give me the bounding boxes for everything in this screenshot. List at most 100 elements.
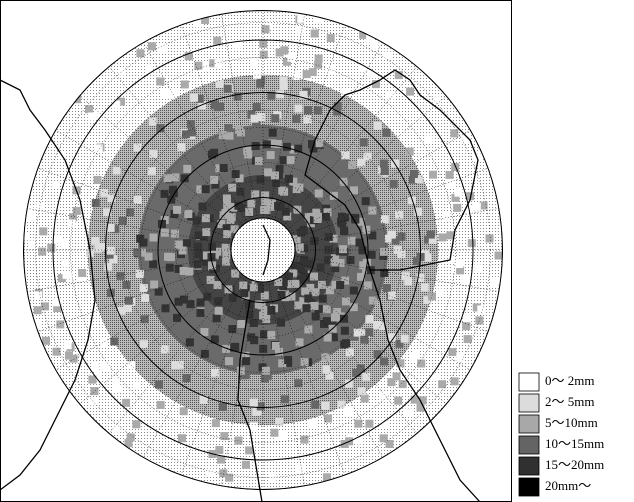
rain-cell	[366, 34, 375, 43]
rain-cell	[358, 246, 367, 255]
rain-cell	[250, 336, 259, 345]
rain-cell	[341, 213, 350, 222]
rain-cell	[67, 219, 76, 228]
rain-cell	[106, 246, 115, 255]
rain-cell	[379, 251, 388, 260]
rain-cell	[260, 374, 269, 383]
rain-cell	[348, 161, 357, 170]
rain-cell	[274, 278, 283, 287]
rain-cell	[210, 175, 219, 184]
rain-cell	[409, 170, 418, 179]
rain-cell	[36, 202, 45, 211]
rain-cell	[201, 15, 210, 24]
rain-cell	[150, 280, 159, 289]
rain-cell	[338, 219, 347, 228]
rain-cell	[180, 174, 189, 183]
rain-cell	[122, 280, 131, 289]
legend-swatch	[518, 372, 540, 392]
rain-cell	[494, 251, 503, 260]
rain-cell	[357, 272, 366, 281]
rain-cell	[289, 177, 298, 186]
rain-cell	[203, 292, 212, 301]
rain-cell	[208, 242, 217, 251]
rain-cell	[215, 164, 224, 173]
rain-cell	[100, 188, 109, 197]
rain-cell	[124, 439, 133, 448]
rain-cell	[339, 177, 348, 186]
rain-cell	[287, 53, 296, 62]
rain-cell	[271, 114, 280, 123]
rain-cell	[387, 230, 396, 239]
rain-cell	[281, 395, 290, 404]
rain-cell	[379, 391, 388, 400]
rain-cell	[270, 428, 279, 437]
rain-cell	[201, 214, 210, 223]
rain-cell	[186, 300, 195, 309]
rain-cell	[394, 396, 403, 405]
rain-cell	[184, 210, 193, 219]
rain-cell	[227, 202, 236, 211]
rain-cell	[479, 201, 488, 210]
rain-cell	[410, 352, 419, 361]
rain-cell	[133, 143, 142, 152]
rain-cell	[485, 234, 494, 243]
rain-cell	[136, 49, 145, 58]
rain-cell	[214, 59, 223, 68]
rain-cell	[392, 372, 401, 381]
rain-cell	[408, 175, 417, 184]
rain-cell	[133, 196, 142, 205]
rain-cell	[302, 70, 311, 79]
rain-cell	[305, 259, 314, 268]
rain-cell	[252, 103, 261, 112]
rain-cell	[296, 464, 305, 473]
rain-cell	[447, 179, 456, 188]
rain-cell	[382, 284, 391, 293]
rain-cell	[274, 201, 283, 210]
rain-cell	[149, 150, 158, 159]
rain-cell	[123, 304, 132, 313]
rain-cell	[256, 113, 265, 122]
rain-cell	[397, 232, 406, 241]
rain-cell	[380, 268, 389, 277]
rain-cell	[344, 379, 353, 388]
rain-cell	[262, 140, 271, 149]
legend-label: 2～ 5mm	[545, 394, 594, 409]
legend-label: 5～10mm	[545, 415, 598, 430]
rain-cell	[472, 303, 481, 312]
rain-cell	[51, 180, 60, 189]
rain-cell	[57, 274, 66, 283]
rain-cell	[254, 282, 263, 291]
rain-cell	[210, 148, 219, 157]
rain-cell	[350, 332, 359, 341]
rain-cell	[161, 304, 170, 313]
rain-cell	[211, 180, 220, 189]
rain-cell	[116, 271, 125, 280]
rain-cell	[274, 140, 283, 149]
rain-cell	[346, 256, 355, 265]
rain-cell	[106, 223, 115, 232]
rain-cell	[294, 379, 303, 388]
rain-cell	[389, 179, 398, 188]
rain-cell	[260, 330, 269, 339]
rain-cell	[365, 328, 374, 337]
rain-cell	[160, 189, 169, 198]
rain-cell	[174, 264, 183, 273]
rain-cell	[271, 179, 280, 188]
rain-cell	[379, 159, 388, 168]
rain-cell	[427, 292, 436, 301]
rain-cell	[354, 419, 363, 428]
range-ring	[175, 162, 351, 338]
rain-cell	[104, 262, 113, 271]
legend-label: 15～20mm	[545, 457, 604, 472]
rain-cell	[260, 305, 269, 314]
rain-cell	[365, 314, 374, 323]
rain-cell	[356, 364, 365, 373]
rain-cell	[276, 90, 285, 99]
rain-cell	[330, 254, 339, 263]
rain-cell	[199, 232, 208, 241]
rain-cell	[187, 128, 196, 137]
rain-cell	[356, 217, 365, 226]
rain-cell	[53, 298, 62, 307]
rain-cell	[222, 224, 231, 233]
rain-cell	[181, 130, 190, 139]
